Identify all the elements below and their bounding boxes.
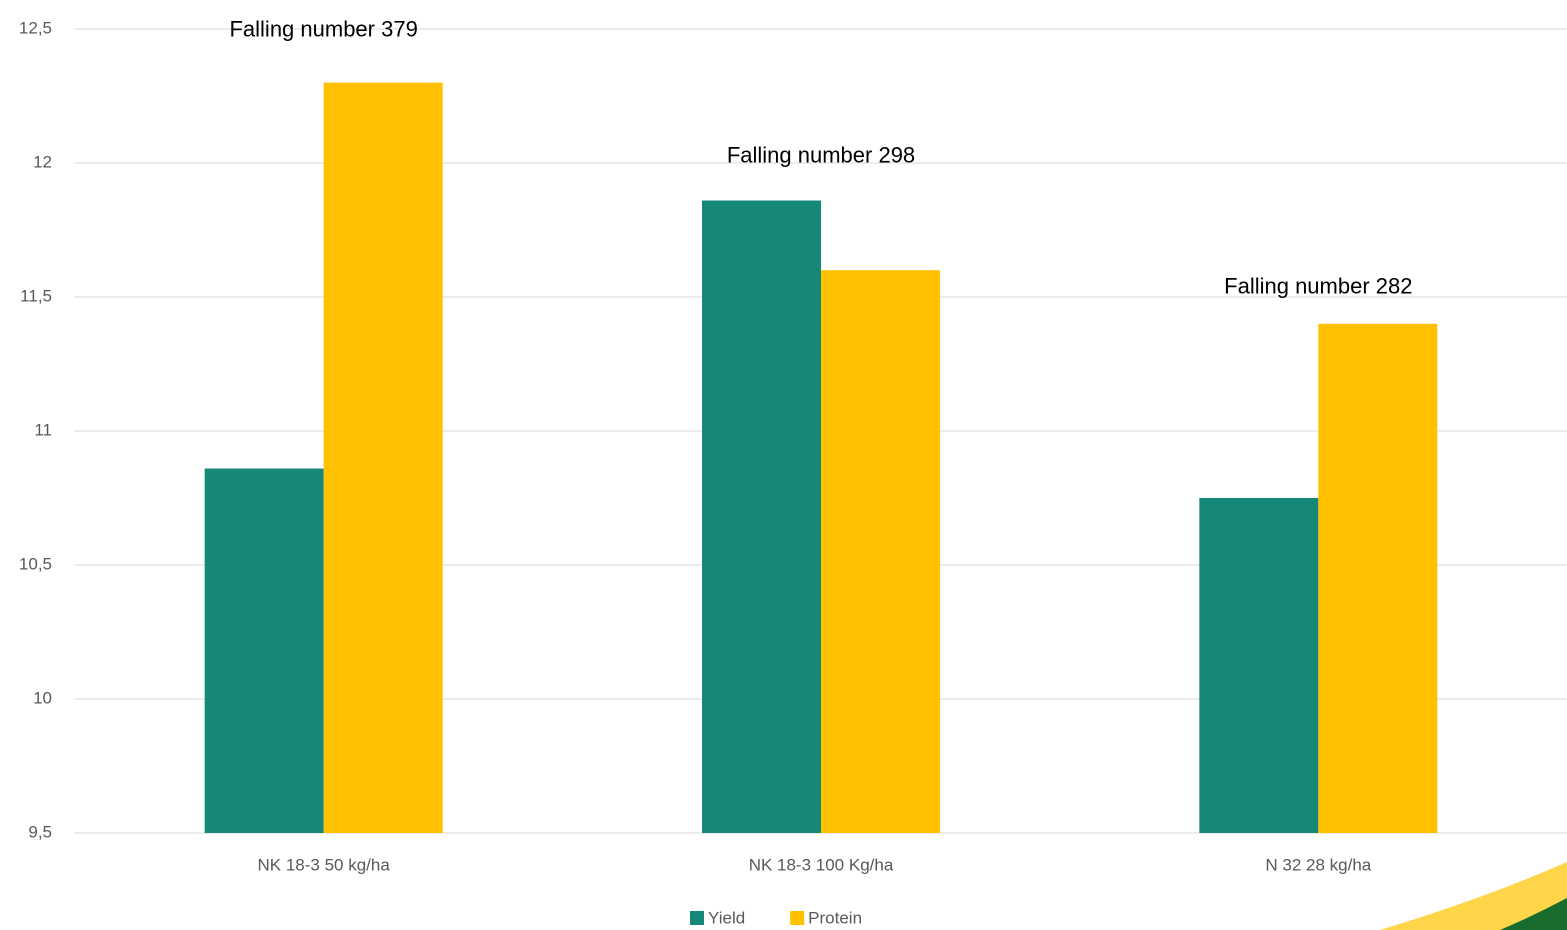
x-tick-label: NK 18-3 50 kg/ha <box>258 855 391 874</box>
bar <box>1199 498 1319 833</box>
x-tick-label: N 32 28 kg/ha <box>1265 855 1371 874</box>
legend-swatch <box>690 911 704 925</box>
legend-swatch <box>790 911 805 925</box>
legend-label: Protein <box>808 908 862 927</box>
y-tick-label: 10 <box>33 688 52 707</box>
y-tick-label: 12,5 <box>19 18 52 37</box>
y-tick-label: 10,5 <box>19 554 52 573</box>
annotation: Falling number 282 <box>1224 274 1412 299</box>
y-tick-label: 11,5 <box>20 286 52 305</box>
bar <box>323 82 443 834</box>
legend-label: Yield <box>708 908 745 927</box>
bar <box>821 270 940 833</box>
decor-swoosh <box>1380 862 1567 930</box>
y-tick-label: 12 <box>33 152 52 171</box>
annotation: Falling number 298 <box>727 142 915 167</box>
bar <box>204 468 324 833</box>
decor-swoosh <box>1500 898 1567 930</box>
annotation: Falling number 379 <box>229 16 417 41</box>
x-tick-label: NK 18-3 100 Kg/ha <box>749 855 894 874</box>
y-tick-label: 11 <box>34 420 52 439</box>
y-tick-label: 9,5 <box>28 822 52 841</box>
bar <box>1318 323 1438 833</box>
bar <box>702 200 821 833</box>
